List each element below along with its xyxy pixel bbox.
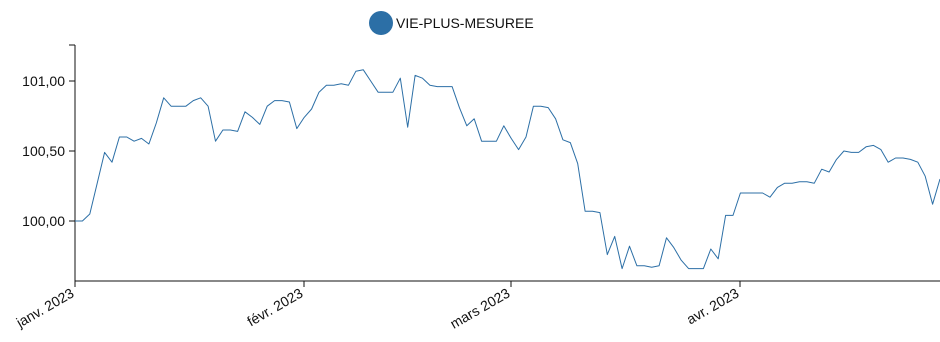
y-tick-label: 101,00 bbox=[22, 73, 65, 89]
x-tick-label: mars 2023 bbox=[447, 285, 512, 332]
x-tick-label: févr. 2023 bbox=[244, 285, 305, 330]
y-tick-label: 100,00 bbox=[22, 213, 65, 229]
x-tick-label: avr. 2023 bbox=[684, 285, 742, 328]
x-axis: janv. 2023 févr. 2023 mars 2023 avr. 2023 bbox=[13, 281, 940, 332]
y-tick-label: 100,50 bbox=[22, 143, 65, 159]
y-axis: 100,00 100,50 101,00 bbox=[22, 45, 75, 281]
x-tick-label: janv. 2023 bbox=[13, 285, 77, 331]
plot-area bbox=[75, 70, 940, 269]
series-line bbox=[75, 70, 940, 269]
